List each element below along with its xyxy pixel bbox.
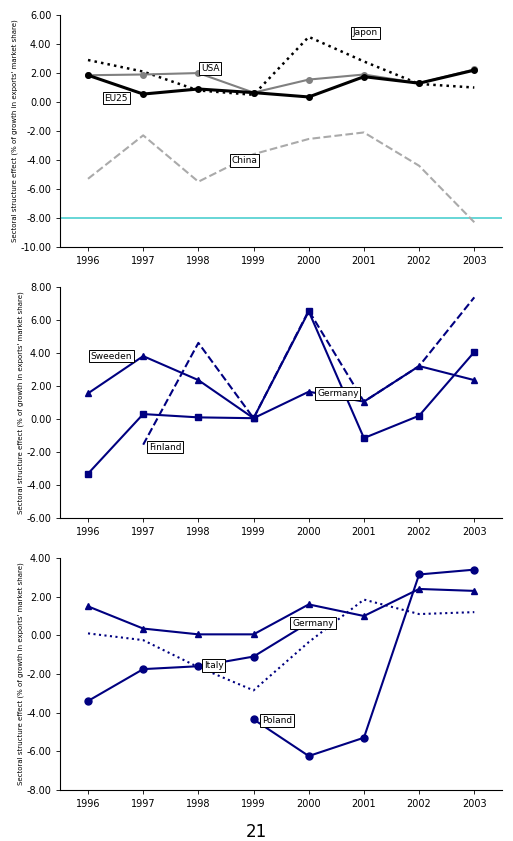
Y-axis label: Sectoral structure effect (% of growth in exports' market share): Sectoral structure effect (% of growth i…	[17, 563, 24, 785]
Text: Germany: Germany	[292, 619, 334, 627]
Text: 21: 21	[246, 822, 267, 841]
Text: Japon: Japon	[353, 29, 378, 37]
Y-axis label: Sectoral structure effect (% of growth in exports' market share): Sectoral structure effect (% of growth i…	[17, 291, 24, 514]
Text: Sweeden: Sweeden	[91, 352, 132, 361]
Text: Poland: Poland	[262, 717, 292, 725]
Text: Italy: Italy	[204, 661, 224, 670]
Text: Finland: Finland	[149, 442, 181, 452]
Text: Germany: Germany	[317, 389, 359, 398]
Text: USA: USA	[201, 64, 220, 73]
Text: China: China	[231, 156, 258, 165]
Y-axis label: Sectoral structure effect (% of growth in exports' market share): Sectoral structure effect (% of growth i…	[11, 19, 17, 242]
Text: EU25: EU25	[105, 93, 128, 103]
